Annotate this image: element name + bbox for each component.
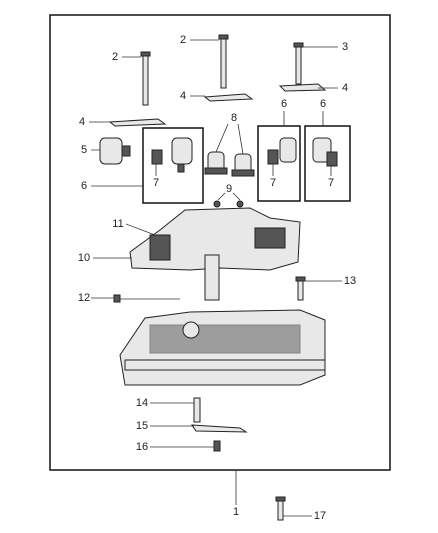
callout: 15 [136, 420, 148, 432]
boxes [142, 125, 351, 204]
callout: 7 [328, 177, 334, 189]
callout: 8 [231, 112, 237, 124]
leader-lines [89, 39, 342, 517]
bolts [140, 34, 304, 106]
callout: 2 [112, 51, 118, 63]
callout: 11 [112, 218, 123, 230]
callout: 1 [233, 506, 239, 518]
solenoids [99, 137, 338, 208]
lower-valve-body [119, 309, 326, 386]
callout: 16 [136, 441, 148, 453]
callout: 6 [281, 98, 287, 110]
callout: 13 [344, 275, 356, 287]
callout: 4 [180, 90, 186, 102]
callout: 9 [226, 183, 232, 195]
small-parts [113, 276, 306, 521]
frame [49, 14, 391, 471]
callout: 6 [320, 98, 326, 110]
callout: 12 [78, 292, 90, 304]
callouts: 2 2 3 4 4 4 8 6 6 5 7 6 7 7 9 11 10 13 1… [78, 34, 356, 522]
callout: 17 [314, 510, 326, 522]
plates [108, 83, 327, 127]
callout: 7 [270, 177, 276, 189]
callout: 3 [342, 41, 348, 53]
callout: 4 [79, 116, 85, 128]
callout: 14 [136, 397, 148, 409]
callout: 10 [78, 252, 90, 264]
callout: 5 [81, 144, 87, 156]
callout: 4 [342, 82, 348, 94]
callout: 7 [153, 177, 159, 189]
callout: 2 [180, 34, 186, 46]
callout: 6 [81, 180, 87, 192]
upper-valve-body [129, 207, 301, 301]
